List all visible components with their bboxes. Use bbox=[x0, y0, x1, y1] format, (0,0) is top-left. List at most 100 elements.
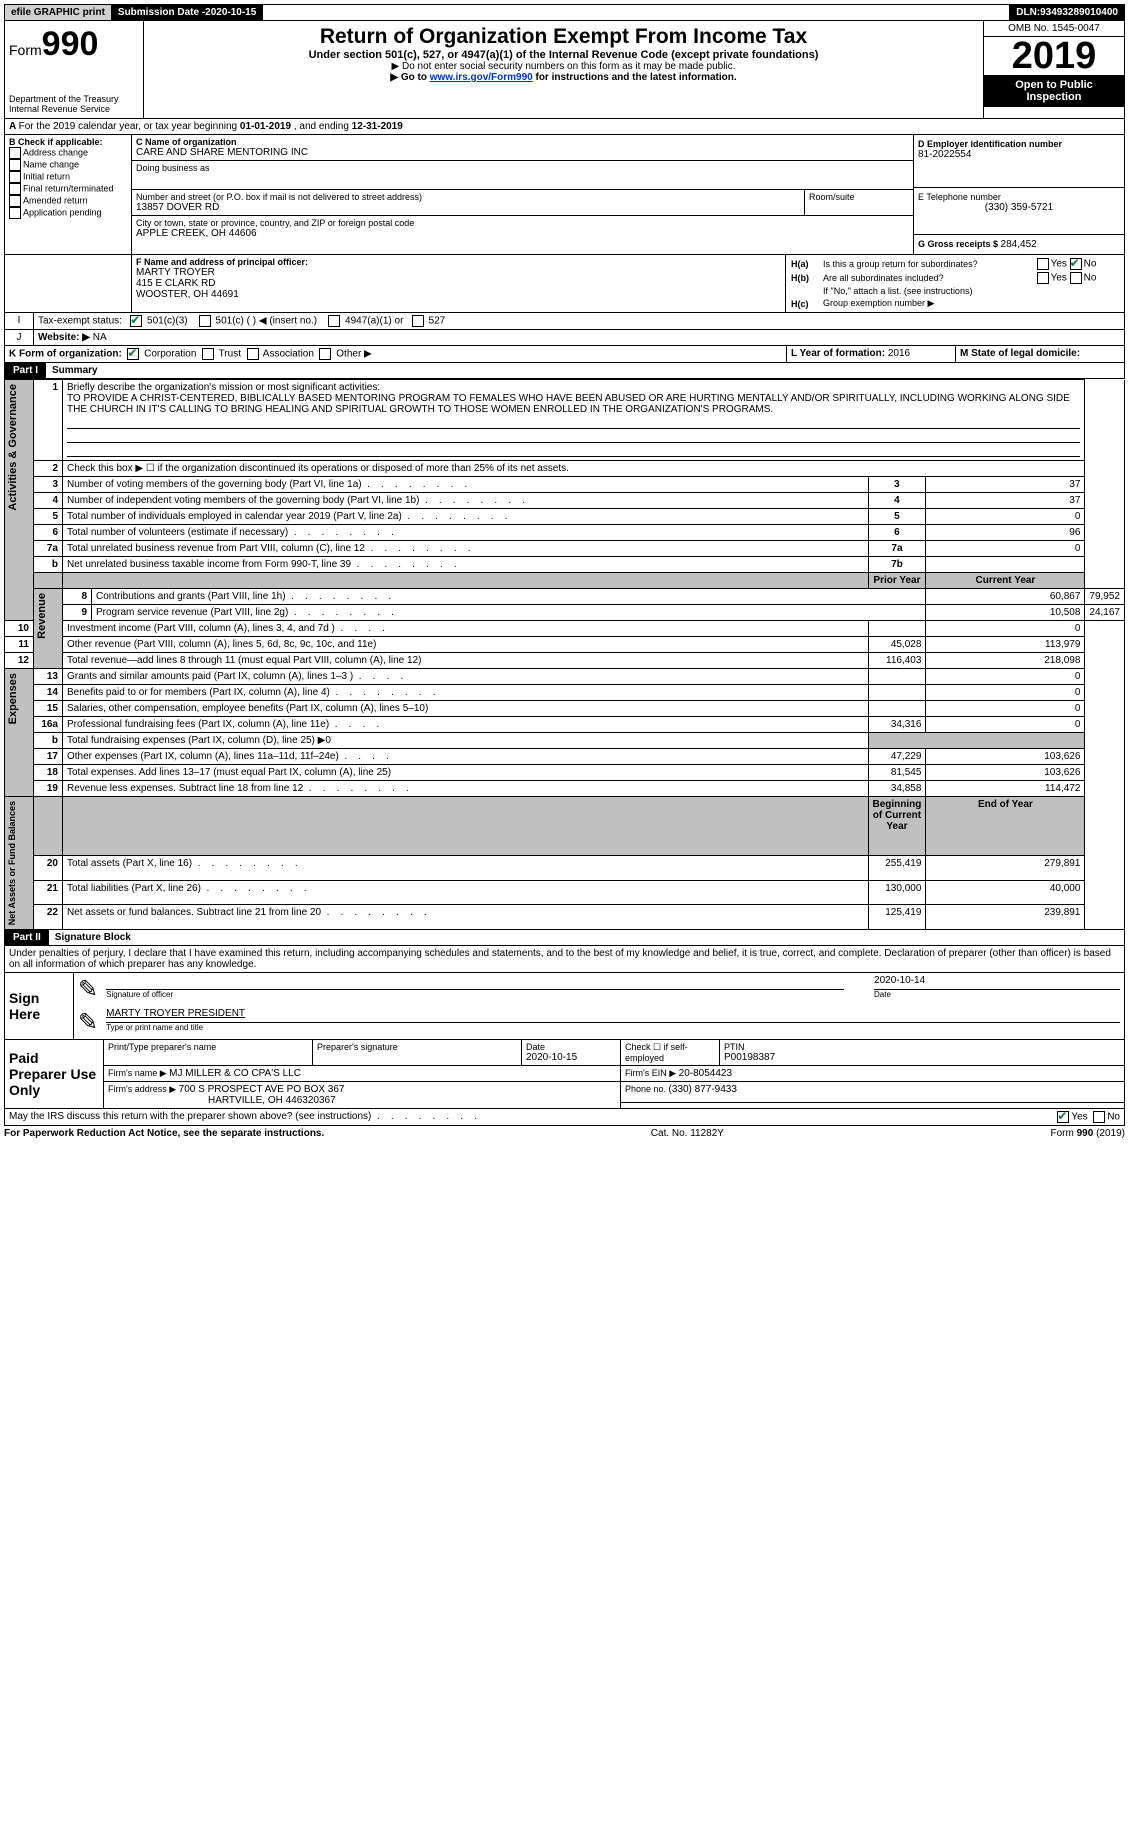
cb-amended[interactable]: Amended return bbox=[9, 195, 127, 207]
line7a-desc: Total unrelated business revenue from Pa… bbox=[67, 543, 471, 554]
firm-ein-label: Firm's EIN ▶ bbox=[625, 1068, 679, 1078]
line16b-desc: Total fundraising expenses (Part IX, col… bbox=[67, 735, 331, 746]
line14-desc: Benefits paid to or for members (Part IX… bbox=[67, 687, 435, 698]
col-eoy-hdr: End of Year bbox=[926, 797, 1085, 856]
line7b-desc: Net unrelated business taxable income fr… bbox=[67, 559, 457, 570]
room-suite-label: Room/suite bbox=[805, 190, 913, 215]
footer-mid: Cat. No. 11282Y bbox=[651, 1128, 724, 1139]
form-header: Form990 Department of the Treasury Inter… bbox=[4, 21, 1125, 119]
cb-name-change[interactable]: Name change bbox=[9, 159, 127, 171]
dln-value: 93493289010400 bbox=[1040, 7, 1118, 18]
line6-val: 96 bbox=[926, 525, 1085, 541]
page-footer: For Paperwork Reduction Act Notice, see … bbox=[4, 1126, 1125, 1141]
cb-address-change[interactable]: Address change bbox=[9, 147, 127, 159]
h-c-label: Group exemption number ▶ bbox=[822, 297, 1120, 310]
line8-current: 79,952 bbox=[1085, 589, 1125, 605]
l-value: 2016 bbox=[888, 348, 910, 359]
irs-link[interactable]: www.irs.gov/Form990 bbox=[430, 72, 533, 83]
website-value: NA bbox=[93, 332, 107, 343]
part2-title: Signature Block bbox=[49, 930, 137, 945]
line6-desc: Total number of volunteers (estimate if … bbox=[67, 527, 394, 538]
line14-prior bbox=[868, 685, 926, 701]
line9-current: 24,167 bbox=[1085, 605, 1125, 621]
line12-current: 218,098 bbox=[926, 653, 1085, 669]
line20-eoy: 279,891 bbox=[926, 855, 1085, 880]
tax-exempt-label: Tax-exempt status: bbox=[38, 316, 122, 327]
cb-initial-return[interactable]: Initial return bbox=[9, 171, 127, 183]
officer-label: F Name and address of principal officer: bbox=[136, 257, 781, 267]
line-a: A For the 2019 calendar year, or tax yea… bbox=[4, 119, 1125, 135]
ein-label: D Employer identification number bbox=[918, 139, 1120, 149]
line-a-mid: , and ending bbox=[291, 121, 352, 132]
cb-4947[interactable] bbox=[328, 315, 340, 327]
prep-name-label: Print/Type preparer's name bbox=[108, 1042, 308, 1052]
discuss-yes[interactable] bbox=[1057, 1111, 1069, 1123]
gross-receipts-value: 284,452 bbox=[1001, 239, 1037, 250]
sig-date-label: Date bbox=[874, 989, 1120, 999]
line11-current: 113,979 bbox=[926, 637, 1085, 653]
efile-print-button[interactable]: efile GRAPHIC print bbox=[5, 5, 112, 20]
line18-prior: 81,545 bbox=[868, 765, 926, 781]
officer-addr1: 415 E CLARK RD bbox=[136, 278, 781, 289]
line10-desc: Investment income (Part VIII, column (A)… bbox=[67, 623, 385, 634]
cb-527[interactable] bbox=[412, 315, 424, 327]
org-name: CARE AND SHARE MENTORING INC bbox=[136, 147, 909, 158]
prep-sig-label: Preparer's signature bbox=[317, 1042, 517, 1052]
cb-final-return[interactable]: Final return/terminated bbox=[9, 183, 127, 195]
line22-boy: 125,419 bbox=[868, 905, 926, 930]
street-value: 13857 DOVER RD bbox=[136, 202, 800, 213]
section-b-label: B Check if applicable: bbox=[9, 137, 127, 147]
ha-yes[interactable] bbox=[1037, 258, 1049, 270]
officer-typed-name: MARTY TROYER PRESIDENT bbox=[106, 1008, 1120, 1022]
pen-icon-2: ✎ bbox=[74, 1006, 103, 1040]
hb-no[interactable] bbox=[1070, 272, 1082, 284]
phone-value: (330) 359-5721 bbox=[918, 202, 1120, 213]
k-label: K Form of organization: bbox=[9, 349, 122, 360]
m-label: M State of legal domicile: bbox=[960, 348, 1080, 359]
cb-501c[interactable] bbox=[199, 315, 211, 327]
discuss-no[interactable] bbox=[1093, 1111, 1105, 1123]
pen-icon: ✎ bbox=[74, 973, 103, 1006]
cb-app-pending[interactable]: Application pending bbox=[9, 207, 127, 219]
line5-desc: Total number of individuals employed in … bbox=[67, 511, 507, 522]
website-label: Website: ▶ bbox=[38, 332, 90, 343]
part2-bar: Part II bbox=[5, 930, 49, 945]
form-label: Form bbox=[9, 42, 42, 58]
line16a-prior: 34,316 bbox=[868, 717, 926, 733]
line4-desc: Number of independent voting members of … bbox=[67, 495, 525, 506]
line17-current: 103,626 bbox=[926, 749, 1085, 765]
line13-current: 0 bbox=[926, 669, 1085, 685]
cb-trust[interactable] bbox=[202, 348, 214, 360]
prep-date-value: 2020-10-15 bbox=[526, 1052, 616, 1063]
prep-phone-label: Phone no. bbox=[625, 1084, 669, 1094]
cb-assoc[interactable] bbox=[247, 348, 259, 360]
sign-here-label: Sign Here bbox=[5, 973, 74, 1040]
line1-text: TO PROVIDE A CHRIST-CENTERED, BIBLICALLY… bbox=[67, 393, 1070, 415]
line21-boy: 130,000 bbox=[868, 880, 926, 905]
tax-year-end: 12-31-2019 bbox=[352, 121, 403, 132]
street-label: Number and street (or P.O. box if mail i… bbox=[136, 192, 800, 202]
city-value: APPLE CREEK, OH 44606 bbox=[136, 228, 909, 239]
h-b-label: Are all subordinates included? bbox=[822, 271, 1036, 285]
form-title: Return of Organization Exempt From Incom… bbox=[148, 25, 979, 49]
submission-label: Submission Date - bbox=[118, 7, 205, 18]
cb-corp[interactable] bbox=[127, 348, 139, 360]
ha-no[interactable] bbox=[1070, 258, 1082, 270]
line20-boy: 255,419 bbox=[868, 855, 926, 880]
part1-header: Part I Summary bbox=[4, 363, 1125, 379]
part1-title: Summary bbox=[46, 363, 104, 378]
subtitle-2: Do not enter social security numbers on … bbox=[148, 61, 979, 72]
line19-prior: 34,858 bbox=[868, 781, 926, 797]
footer-left: For Paperwork Reduction Act Notice, see … bbox=[4, 1128, 324, 1139]
subtitle-1: Under section 501(c), 527, or 4947(a)(1)… bbox=[148, 49, 979, 61]
line18-current: 103,626 bbox=[926, 765, 1085, 781]
cb-other[interactable] bbox=[319, 348, 331, 360]
line15-current: 0 bbox=[926, 701, 1085, 717]
submission-value: 2020-10-15 bbox=[205, 7, 256, 18]
self-employed-cb[interactable]: Check ☐ if self-employed bbox=[625, 1042, 715, 1063]
line10-prior bbox=[868, 621, 926, 637]
line17-prior: 47,229 bbox=[868, 749, 926, 765]
form-990: 990 bbox=[42, 25, 99, 63]
hb-yes[interactable] bbox=[1037, 272, 1049, 284]
cb-501c3[interactable] bbox=[130, 315, 142, 327]
